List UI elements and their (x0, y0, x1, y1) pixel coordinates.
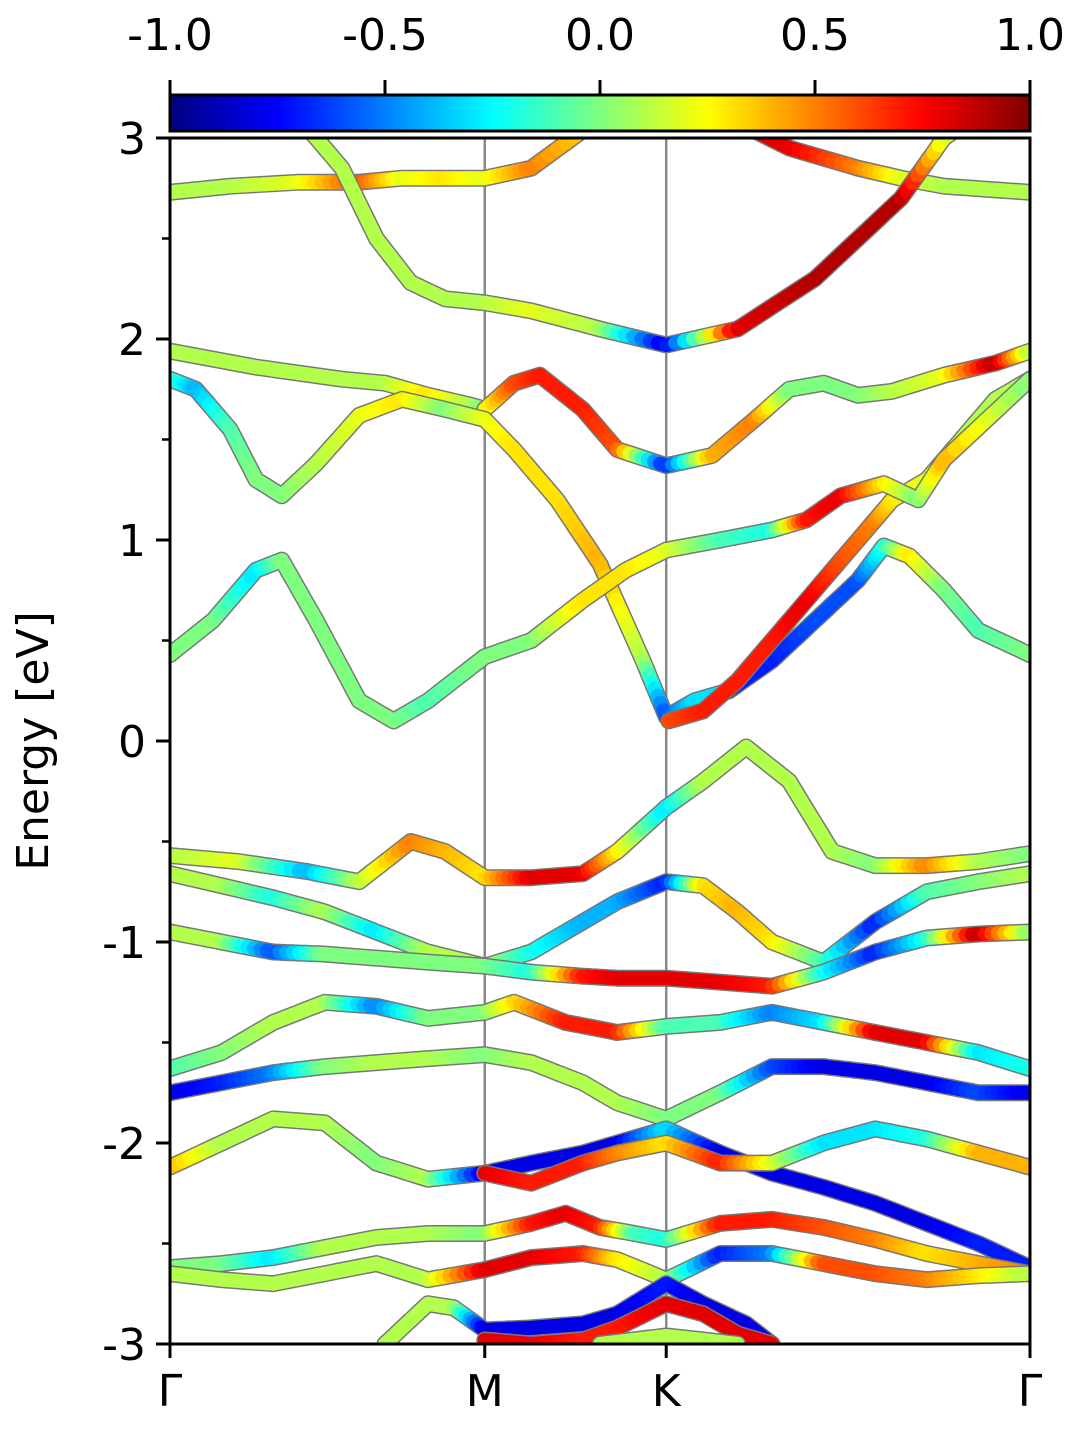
k-point-label: Γ (158, 1366, 183, 1417)
band (170, 738, 1030, 891)
colorbar-tick-label: 0.5 (780, 10, 850, 61)
band (170, 370, 1030, 730)
y-tick-label: 2 (118, 315, 146, 366)
y-axis-label: Energy [eV] (8, 611, 59, 871)
band (170, 1110, 1030, 1277)
colorbar-tick-label: -1.0 (127, 10, 213, 61)
y-tick-label: -1 (102, 918, 146, 969)
band (170, 923, 1030, 995)
band-segment (1012, 184, 1030, 200)
band-segment (1012, 372, 1030, 397)
band (170, 993, 1030, 1078)
y-tick-label: 3 (118, 114, 146, 165)
y-tick-label: -3 (102, 1320, 146, 1371)
band-outline (720, 537, 1030, 700)
band (476, 1295, 781, 1344)
y-tick-label: 0 (118, 717, 146, 768)
band-segment (650, 83, 658, 88)
y-tick-label: 1 (118, 516, 146, 567)
colorbar: -1.0 -0.5 0.0 0.5 1.0 (127, 10, 1065, 133)
band (305, 78, 1030, 354)
band-segment (658, 78, 666, 83)
band-segment (1019, 78, 1030, 86)
band (476, 342, 1030, 475)
band (720, 537, 1030, 700)
colorbar-tick-label: 1.0 (995, 10, 1065, 61)
band-segment (1009, 85, 1020, 93)
k-point-label: M (466, 1366, 504, 1417)
colorbar-tick-label: 0.0 (565, 10, 635, 61)
band-segment (666, 78, 674, 83)
colorbar-tick-label: -0.5 (342, 10, 428, 61)
y-tick-label: -2 (102, 1119, 146, 1170)
band (170, 342, 494, 418)
k-point-label: K (652, 1366, 682, 1417)
band (170, 78, 1030, 201)
band (376, 1275, 781, 1344)
band (476, 1120, 1030, 1192)
band (170, 1245, 1030, 1293)
band (170, 1204, 1030, 1283)
bands (170, 78, 1030, 1344)
k-point-label: Γ (1018, 1366, 1043, 1417)
colorbar-gradient (168, 93, 1032, 133)
band-segment (641, 88, 649, 93)
band-segment (682, 88, 690, 93)
band (170, 1046, 1030, 1128)
band-segment (674, 83, 682, 88)
colorbar-ticks: -1.0 -0.5 0.0 0.5 1.0 (127, 10, 1065, 95)
band-segment (754, 138, 774, 144)
band (170, 370, 738, 726)
y-axis-ticks: -3 -2 -1 0 1 2 3 (102, 114, 170, 1371)
